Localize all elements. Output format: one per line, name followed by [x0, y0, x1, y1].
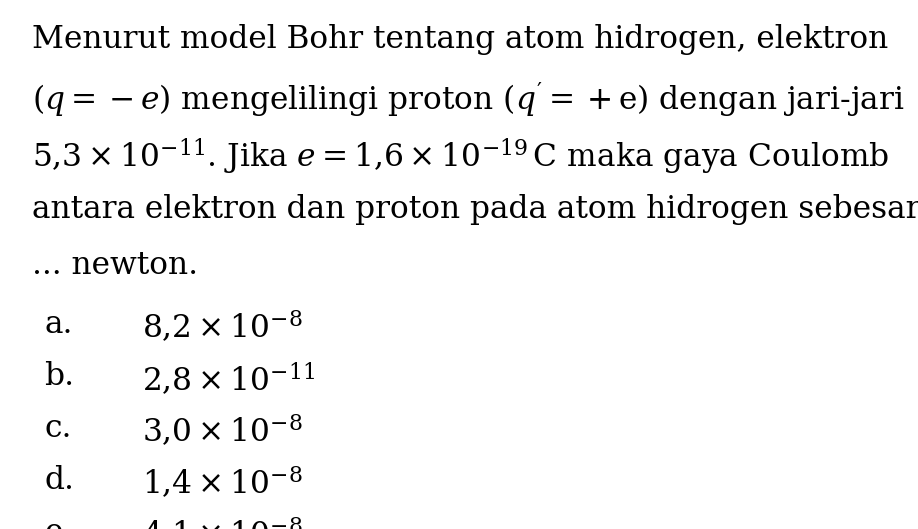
Text: e.: e.	[44, 517, 73, 529]
Text: a.: a.	[44, 309, 73, 341]
Text: c.: c.	[44, 413, 72, 444]
Text: $4{,}1 \times 10^{-8}$: $4{,}1 \times 10^{-8}$	[142, 517, 303, 529]
Text: $1{,}4 \times 10^{-8}$: $1{,}4 \times 10^{-8}$	[142, 465, 303, 501]
Text: antara elektron dan proton pada atom hidrogen sebesar: antara elektron dan proton pada atom hid…	[32, 194, 918, 225]
Text: $(q = -e)$ mengelilingi proton $(q' = +\mathrm{e})$ dengan jari-jari: $(q = -e)$ mengelilingi proton $(q' = +\…	[32, 80, 905, 120]
Text: b.: b.	[44, 361, 74, 393]
Text: $3{,}0 \times 10^{-8}$: $3{,}0 \times 10^{-8}$	[142, 413, 303, 449]
Text: $5{,}3 \times 10^{-11}$. Jika $e = 1{,}6 \times 10^{-19}\,$C maka gaya Coulomb: $5{,}3 \times 10^{-11}$. Jika $e = 1{,}6…	[32, 137, 890, 177]
Text: $8{,}2 \times 10^{-8}$: $8{,}2 \times 10^{-8}$	[142, 309, 303, 345]
Text: d.: d.	[44, 465, 74, 496]
Text: $2{,}8 \times 10^{-11}$: $2{,}8 \times 10^{-11}$	[142, 361, 315, 398]
Text: ... newton.: ... newton.	[32, 250, 198, 281]
Text: Menurut model Bohr tentang atom hidrogen, elektron: Menurut model Bohr tentang atom hidrogen…	[32, 24, 889, 55]
